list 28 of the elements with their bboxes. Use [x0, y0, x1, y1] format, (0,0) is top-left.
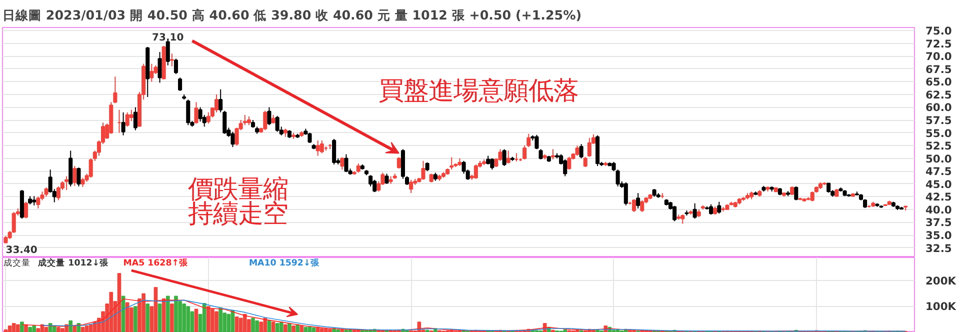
- y-tick-label: 65.0: [926, 76, 952, 89]
- y-tick-label: 50.0: [926, 152, 952, 166]
- y-tick-label: 200K: [926, 274, 957, 288]
- y-tick-label: 70.0: [926, 50, 952, 64]
- y-tick-label: 75.0: [926, 24, 952, 38]
- y-tick-label: 52.5: [926, 140, 952, 153]
- y-tick-label: 35.0: [926, 229, 952, 242]
- y-tick-label: 40.0: [926, 203, 952, 216]
- y-tick-label: 55.0: [926, 126, 952, 140]
- y-tick-label: 62.5: [926, 88, 952, 102]
- annotation: 33.40: [6, 245, 38, 256]
- y-tick-label: 32.5: [926, 242, 952, 255]
- y-tick-label: 37.5: [926, 216, 952, 230]
- y-tick-label: 67.5: [926, 62, 952, 76]
- text: MA10 1592↓張: [248, 258, 321, 269]
- y-tick-label: 100K: [926, 300, 957, 314]
- chart-title: 日線圖 2023/01/03 開 40.50 高 40.60 低 39.80 收 40.60 元 量 1012 張 +0.50 (+1.25%): [2, 8, 582, 22]
- annotation: 買盤進場意願低落: [378, 75, 579, 106]
- text: MA5 1628↑張: [123, 258, 189, 269]
- annotation: 73.10: [152, 32, 184, 44]
- annotation: 成交量 1012↓張: [37, 258, 110, 269]
- y-tick-label: 57.5: [926, 114, 952, 128]
- y-tick-label: 45.0: [926, 178, 952, 191]
- y-tick-label: 42.5: [926, 190, 952, 204]
- y-tick-label: 60.0: [926, 101, 952, 114]
- y-tick-label: 72.5: [926, 37, 952, 50]
- y-tick-label: 47.5: [926, 165, 952, 178]
- chart-title: 成交量: [4, 258, 31, 269]
